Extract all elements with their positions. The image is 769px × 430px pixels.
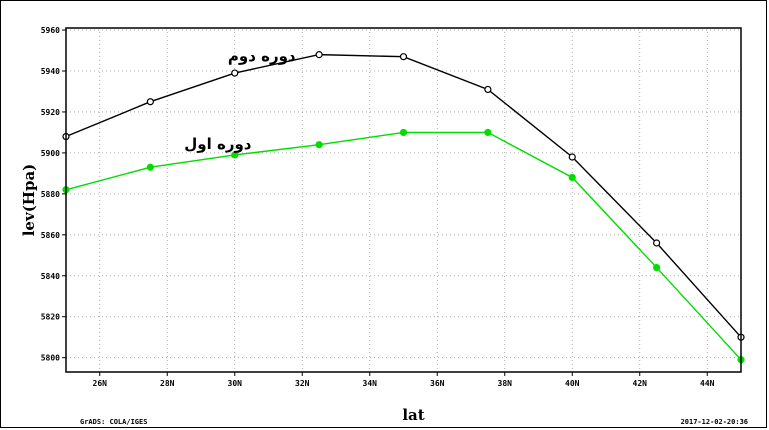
series-line-1 [65,131,742,361]
data-point-series-0 [568,153,576,161]
data-point-series-1 [231,151,239,159]
y-tick-label: 5860 [41,231,60,240]
data-point-series-0 [653,239,661,247]
y-tick-label: 5880 [41,190,60,199]
series-annotation-second-period: دوره دوم [228,47,296,65]
y-axis-label: lev(Hpa) [20,164,38,237]
series-line-0 [65,53,742,338]
grid-lines [66,28,741,372]
x-tick-label: 36N [430,379,445,388]
data-point-series-1 [484,128,492,137]
data-point-series-0 [399,53,408,61]
series-annotation-first-period: دوره اول [184,135,252,153]
x-tick-label: 42N [633,379,648,388]
y-tick-label: 5960 [41,26,60,35]
y-axis-ticks: 5960 5940 5920 5900 5880 5860 5840 5820 5800 [41,26,66,363]
data-point-series-0 [231,69,239,77]
y-tick-label: 5920 [41,108,60,117]
x-tick-label: 44N [700,379,715,388]
data-point-series-0 [146,98,154,106]
x-axis-ticks: 26N 28N 30N 32N 34N 36N 38N 40N 42N 44N [93,372,715,388]
y-tick-label: 5900 [41,149,60,158]
y-tick-label: 5820 [41,313,60,322]
x-tick-label: 30N [228,379,243,388]
data-point-series-0 [484,85,492,94]
footer-left-credit: GrADS: COLA/IGES [80,418,147,426]
y-tick-label: 5940 [41,67,60,76]
data-point-series-0 [315,51,323,59]
x-tick-label: 28N [160,379,175,388]
x-tick-label: 26N [93,379,108,388]
data-point-series-1 [653,263,661,272]
x-tick-label: 32N [295,379,310,388]
series-lines [62,51,745,364]
x-axis-label: lat [402,406,424,424]
data-point-series-1 [315,141,323,149]
data-point-series-1 [146,163,154,171]
x-tick-label: 38N [498,379,513,388]
data-point-series-1 [399,128,408,137]
data-point-series-1 [568,173,576,182]
y-tick-label: 5840 [41,272,60,281]
plot-area-border [65,27,742,373]
footer-right-timestamp: 2017-12-02-20:36 [681,418,748,426]
x-tick-label: 40N [565,379,580,388]
y-tick-label: 5800 [41,354,60,363]
x-tick-label: 34N [363,379,378,388]
